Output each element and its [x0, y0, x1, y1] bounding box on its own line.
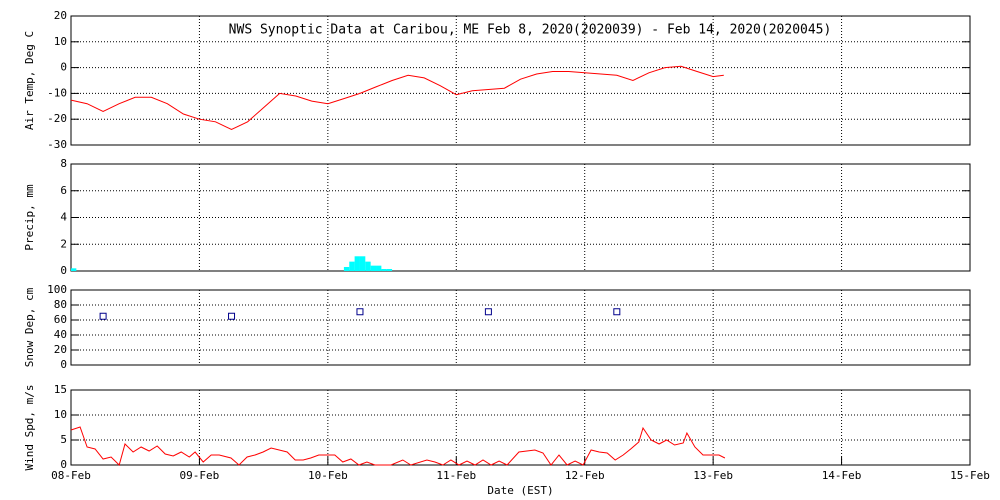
y-tick-label: 80	[54, 298, 67, 311]
bar	[376, 265, 382, 271]
point	[484, 308, 492, 316]
x-tick-label: 11-Feb	[436, 469, 476, 482]
y-tick-label: 2	[60, 237, 67, 250]
bar	[71, 268, 77, 271]
y-tick-label: 10	[54, 35, 67, 48]
plot-frame	[70, 289, 971, 366]
plot-frame	[70, 15, 971, 146]
bar	[381, 268, 387, 271]
y-tick-label: 6	[60, 184, 67, 197]
y-tick-label: -10	[47, 86, 67, 99]
y-tick-label: -20	[47, 112, 67, 125]
y-tick-label: 0	[60, 458, 67, 471]
y-tick-label: -30	[47, 138, 67, 151]
point	[356, 308, 364, 316]
bar	[349, 261, 355, 271]
y-axis-label: Wind Spd, m/s	[23, 384, 36, 470]
x-tick-label: 08-Feb	[51, 469, 91, 482]
y-tick-label: 4	[60, 211, 67, 224]
plot-frame	[70, 389, 971, 466]
x-axis-label: Date (EST)	[487, 484, 553, 497]
point	[613, 308, 621, 316]
y-tick-label: 0	[60, 264, 67, 277]
y-tick-label: 20	[54, 343, 67, 356]
data-line	[70, 426, 726, 466]
y-axis-label: Precip, mm	[23, 184, 36, 251]
bar	[365, 261, 371, 271]
y-tick-label: 10	[54, 408, 67, 421]
y-axis-label: Snow Dep, cm	[23, 287, 36, 367]
x-tick-label: 13-Feb	[693, 469, 733, 482]
bar	[343, 266, 350, 271]
bar	[354, 256, 360, 271]
bar	[386, 268, 393, 271]
x-tick-label: 09-Feb	[180, 469, 220, 482]
x-tick-label: 12-Feb	[565, 469, 605, 482]
x-tick-label: 10-Feb	[308, 469, 348, 482]
y-tick-label: 15	[54, 383, 67, 396]
y-tick-label: 60	[54, 313, 67, 326]
y-tick-label: 100	[47, 283, 67, 296]
point	[99, 312, 107, 320]
y-tick-label: 40	[54, 328, 67, 341]
data-line	[70, 65, 724, 131]
y-tick-label: 0	[60, 358, 67, 371]
x-tick-label: 14-Feb	[822, 469, 862, 482]
plot-frame	[70, 163, 971, 272]
y-tick-label: 5	[60, 433, 67, 446]
chart-title: NWS Synoptic Data at Caribou, ME Feb 8, …	[229, 23, 832, 38]
y-axis-label: Air Temp, Deg C	[23, 31, 36, 130]
y-tick-label: 8	[60, 157, 67, 170]
point	[228, 312, 236, 320]
y-tick-label: 20	[54, 9, 67, 22]
x-tick-label: 15-Feb	[950, 469, 990, 482]
y-tick-label: 0	[60, 61, 67, 74]
bar	[359, 256, 366, 271]
bar	[370, 265, 377, 271]
